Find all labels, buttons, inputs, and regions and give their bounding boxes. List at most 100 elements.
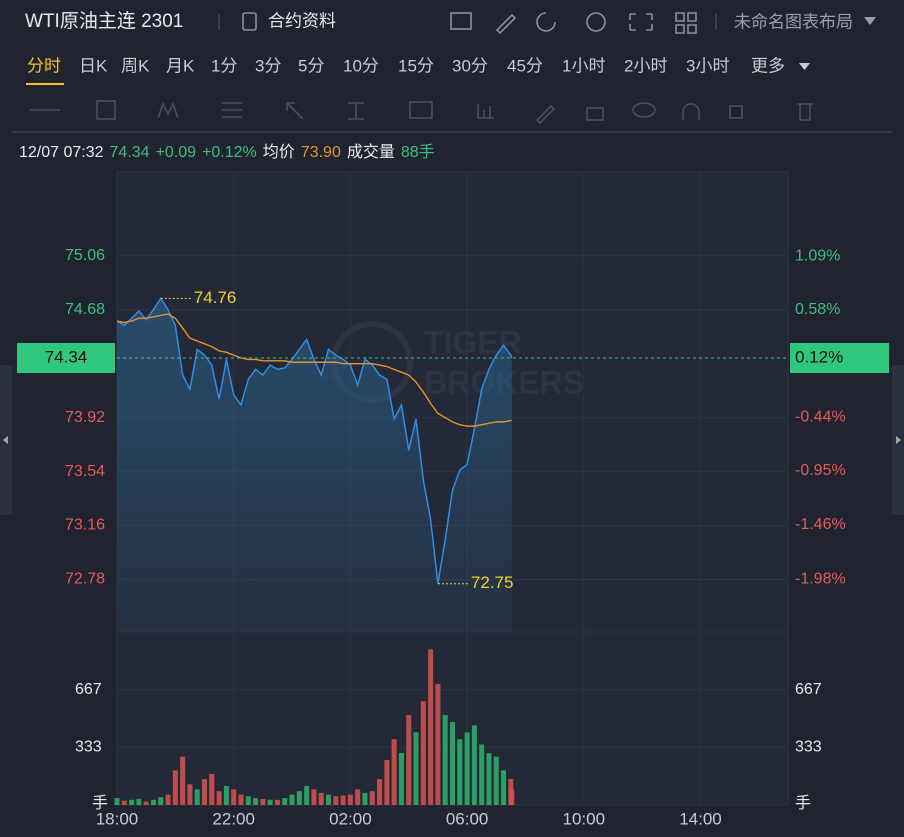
doc-icon [242, 12, 257, 31]
tool[interactable] [409, 101, 433, 119]
dropdown-arrow [864, 17, 876, 25]
contract-info[interactable]: 合约资料 [268, 11, 336, 30]
volume-bar [479, 744, 485, 805]
tab[interactable]: 1分 [211, 56, 237, 75]
volume-bar [435, 683, 441, 805]
tool[interactable] [222, 102, 242, 118]
tab[interactable]: 周K [121, 56, 150, 75]
icon[interactable] [450, 12, 472, 30]
volume-tick-label: 667 [75, 681, 102, 698]
volume-bar [355, 789, 361, 805]
volume-bar [362, 792, 368, 805]
volume-bar [129, 799, 135, 805]
volume-bar [253, 798, 259, 805]
info-price: 74.34 [110, 144, 150, 161]
chart: 18:00 22:00 02:00 06:00 10:00 14:00 75.06 74.68… [17, 171, 889, 828]
tab[interactable]: 1小时 [562, 56, 605, 75]
tab[interactable]: 30分 [452, 56, 488, 75]
info-bar: 12/07 07:32 74.34 +0.09 +0.12% 均价 73.90 成交量 88手 [19, 143, 435, 161]
tab[interactable]: 15分 [398, 56, 434, 75]
tab[interactable]: 5分 [298, 56, 324, 75]
volume-bar [216, 791, 222, 805]
layout-name[interactable]: 未命名图表布局 [734, 12, 853, 31]
volume-bar [158, 797, 164, 805]
tool[interactable] [632, 102, 656, 118]
price-area [117, 298, 512, 632]
volume-unit: 手 [92, 794, 108, 812]
tab[interactable]: 月K [166, 56, 195, 75]
y2-tick-label: -0.44% [795, 408, 846, 425]
volume-bar [347, 794, 353, 805]
annotation: 74.76 [194, 288, 237, 307]
tool[interactable] [729, 105, 743, 119]
dropdown-arrow [799, 63, 810, 70]
volume-bar [114, 798, 120, 805]
last-price-label: 74.34 [45, 347, 88, 366]
volume-bar [464, 732, 470, 805]
volume-bar [420, 701, 426, 805]
volume-bar [267, 799, 273, 805]
last-pct-box [790, 342, 889, 373]
x-tick-label: 14:00 [679, 809, 722, 828]
y2-tick-label: -0.95% [795, 462, 846, 479]
tab[interactable]: 更多 [751, 56, 785, 75]
tab[interactable]: 分时 [27, 56, 61, 75]
annotation: 72.75 [471, 573, 514, 592]
drawing-toolbar [30, 100, 813, 125]
volume-bar [238, 794, 244, 805]
volume-bar [296, 791, 302, 805]
volume-bar [136, 798, 142, 805]
volume-bar [486, 753, 492, 805]
volume-bar [209, 773, 215, 805]
icon[interactable] [536, 12, 556, 32]
volume-bar [172, 770, 178, 805]
header-icons [450, 12, 697, 35]
tool[interactable] [286, 102, 304, 120]
tab[interactable]: 10分 [343, 56, 379, 75]
price-line [116, 296, 513, 584]
volume-bar [413, 732, 419, 805]
volume-bar [398, 753, 404, 805]
last-pct-label: 0.12% [795, 347, 843, 366]
icon[interactable] [586, 12, 606, 32]
volume-bar [187, 784, 193, 805]
icon[interactable] [629, 13, 653, 31]
info-avg-label: 均价 [263, 143, 295, 161]
volume-bar [143, 801, 149, 805]
tool[interactable] [586, 107, 604, 121]
y-tick-label: 75.06 [65, 247, 105, 264]
x-tick-label: 06:00 [446, 809, 489, 828]
y2-tick-label: -1.98% [795, 571, 846, 588]
y-tick-label: 72.78 [65, 571, 105, 588]
x-tick-label: 22:00 [212, 809, 255, 828]
y-tick-label: 74.68 [65, 301, 105, 318]
volume-bar [450, 721, 455, 805]
y2-tick-label: 0.58% [795, 301, 840, 318]
info-change: +0.09 [156, 144, 197, 161]
tool[interactable] [682, 103, 700, 120]
tool[interactable] [477, 104, 494, 119]
volume-bar [274, 799, 280, 805]
info-avg: 73.90 [301, 144, 341, 161]
y2-tick-label: -1.46% [795, 516, 846, 533]
volume-bar [202, 779, 208, 805]
volume-bar [340, 795, 346, 805]
tab[interactable]: 3分 [255, 56, 281, 75]
tool[interactable] [157, 101, 179, 119]
y2-tick-label: 1.09% [795, 247, 840, 264]
tool[interactable] [535, 104, 556, 125]
tab[interactable]: 2小时 [624, 56, 667, 75]
tab[interactable]: 日K [79, 56, 108, 75]
tool[interactable] [348, 102, 364, 120]
info-change-pct: +0.12% [202, 144, 257, 161]
volume-bar [391, 739, 397, 805]
icon[interactable] [495, 13, 517, 35]
volume-bar [471, 725, 477, 805]
x-tick-label: 10:00 [563, 809, 606, 828]
icon[interactable] [675, 12, 697, 34]
tool[interactable] [797, 103, 813, 121]
tab[interactable]: 45分 [507, 56, 543, 75]
tab[interactable]: 3小时 [686, 56, 729, 75]
tool[interactable] [96, 100, 116, 120]
